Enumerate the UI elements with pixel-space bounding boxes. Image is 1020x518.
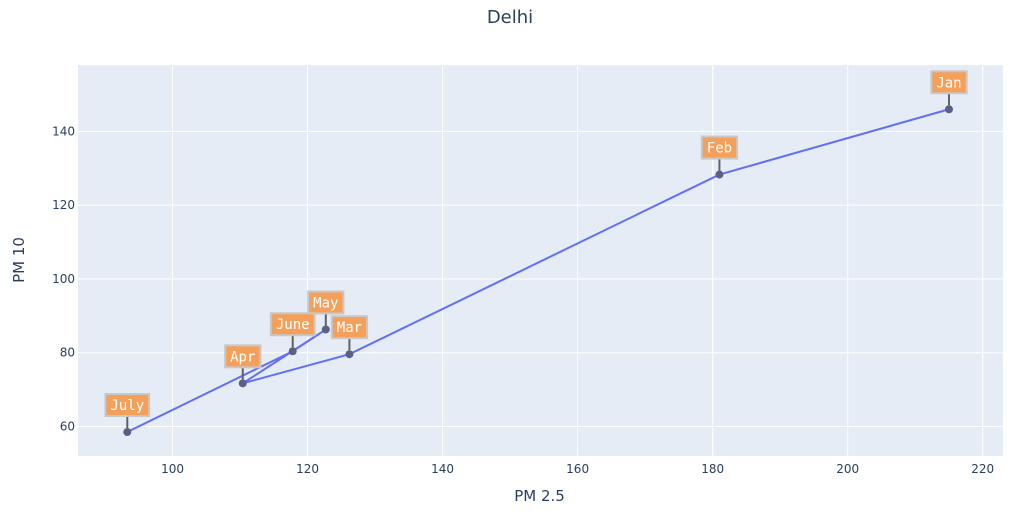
y-tick-label: 140 xyxy=(52,124,75,138)
annotation-box xyxy=(930,70,968,95)
annotation-box xyxy=(104,393,151,418)
y-tick-label: 80 xyxy=(60,346,75,360)
y-tick-label: 60 xyxy=(60,419,75,433)
y-axis-ticks: 60 80 100 120 140 xyxy=(52,124,75,433)
grid-lines xyxy=(78,65,1003,456)
annotation-label: Jan xyxy=(936,75,961,91)
x-tick-label: 140 xyxy=(431,462,454,476)
data-point[interactable] xyxy=(321,325,330,334)
x-axis-ticks: 100 120 140 160 180 200 220 xyxy=(161,462,994,476)
data-point[interactable] xyxy=(944,105,953,114)
x-tick-label: 220 xyxy=(971,462,994,476)
annotation-label: Apr xyxy=(230,349,255,365)
y-tick-label: 100 xyxy=(52,272,75,286)
markers xyxy=(123,105,953,437)
data-point[interactable] xyxy=(345,350,354,359)
annotation-box xyxy=(307,290,345,315)
x-tick-label: 200 xyxy=(836,462,859,476)
y-tick-label: 120 xyxy=(52,198,75,212)
data-point[interactable] xyxy=(288,347,297,356)
annotation-box xyxy=(269,312,316,337)
annotation-label: Mar xyxy=(337,320,362,336)
annotation-label: Feb xyxy=(707,141,732,157)
annotation-box xyxy=(700,135,739,160)
annotation-label: July xyxy=(110,398,144,414)
annotation-label: May xyxy=(313,295,338,311)
annotation-label: June xyxy=(276,317,310,333)
data-point[interactable] xyxy=(238,379,247,388)
annotation-box xyxy=(224,344,262,369)
data-point[interactable] xyxy=(715,170,724,179)
x-axis-title: PM 2.5 xyxy=(514,487,565,505)
data-point[interactable] xyxy=(123,428,132,437)
chart-title: Delhi xyxy=(486,7,534,28)
x-tick-label: 100 xyxy=(161,462,184,476)
x-tick-label: 180 xyxy=(701,462,724,476)
x-tick-label: 120 xyxy=(296,462,319,476)
annotation-box xyxy=(330,315,369,340)
x-tick-label: 160 xyxy=(566,462,589,476)
